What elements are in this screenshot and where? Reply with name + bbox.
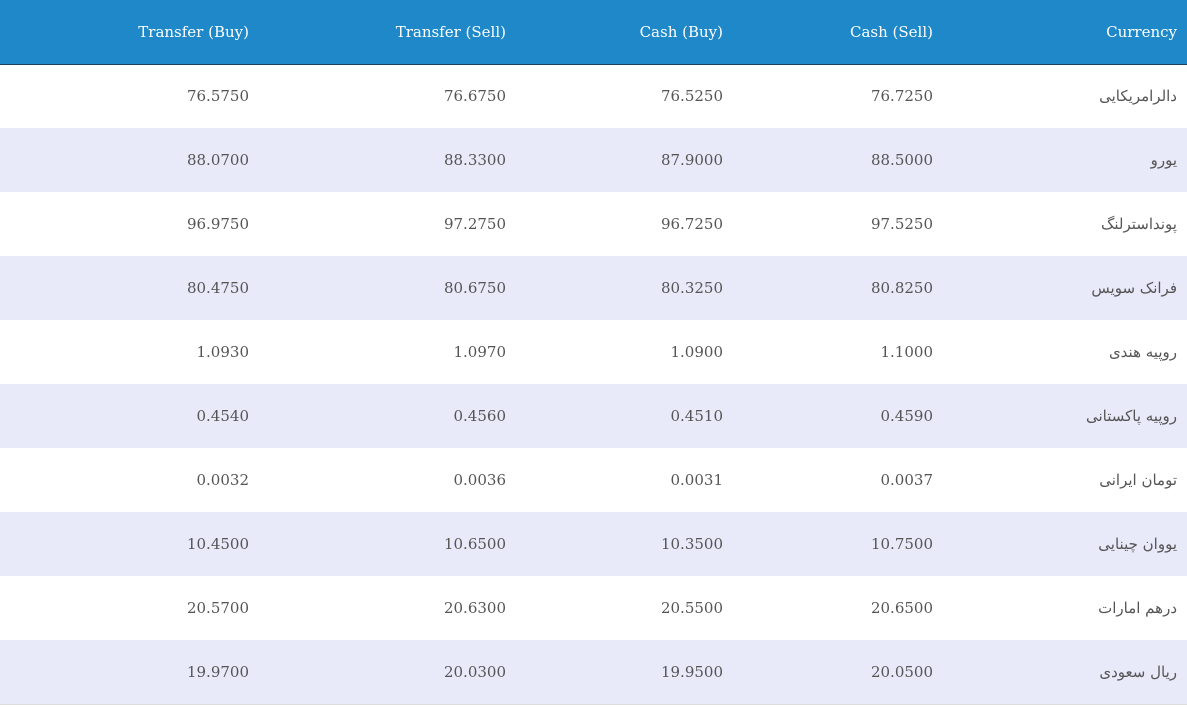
table-row: 19.9700 20.0300 19.9500 20.0500 ریال سعو…	[0, 640, 1187, 704]
table-row: 80.4750 80.6750 80.3250 80.8250 فرانک سو…	[0, 256, 1187, 320]
cell-transfer-buy: 96.9750	[186, 215, 249, 233]
cell-cash-buy: 96.7250	[660, 215, 723, 233]
cell-cash-sell: 97.5250	[870, 215, 933, 233]
table-header: Transfer (Buy) Transfer (Sell) Cash (Buy…	[0, 0, 1187, 65]
cell-cash-sell: 76.7250	[870, 87, 933, 106]
cell-currency: روپیه پاکستانی	[1085, 407, 1177, 425]
cell-currency: تومان ایرانی	[1099, 471, 1177, 489]
header-cash-buy: Cash (Buy)	[506, 0, 723, 65]
header-transfer-sell: Transfer (Sell)	[249, 0, 506, 65]
cell-transfer-buy: 0.4540	[196, 407, 250, 425]
cell-cash-sell: 10.7500	[870, 535, 933, 553]
cell-cash-buy: 1.0900	[670, 343, 724, 361]
cell-currency: یووان چینایی	[1098, 535, 1177, 553]
cell-cash-sell: 1.1000	[880, 343, 934, 361]
cell-cash-sell: 80.8250	[870, 279, 933, 297]
table-row: 88.0700 88.3300 87.9000 88.5000 یورو	[0, 128, 1187, 192]
cell-transfer-buy: 0.0032	[196, 471, 250, 489]
table-row: 20.5700 20.6300 20.5500 20.6500 درهم اما…	[0, 576, 1187, 640]
cell-cash-buy: 0.0031	[670, 471, 724, 489]
cell-transfer-buy: 1.0930	[196, 343, 250, 361]
cell-cash-sell: 88.5000	[870, 151, 933, 169]
cell-currency: فرانک سویس	[1091, 279, 1177, 297]
cell-transfer-sell: 20.0300	[443, 663, 506, 681]
cell-transfer-buy: 19.9700	[186, 663, 249, 681]
cell-currency: درهم امارات	[1098, 599, 1177, 617]
cell-currency: روپیه هندی	[1108, 343, 1177, 361]
cell-transfer-sell: 0.4560	[453, 407, 507, 425]
header-transfer-buy: Transfer (Buy)	[0, 0, 249, 65]
cell-cash-buy: 87.9000	[660, 151, 723, 169]
table-row: 96.9750 97.2750 96.7250 97.5250 پونداستر…	[0, 192, 1187, 256]
cell-cash-buy: 76.5250	[660, 87, 723, 106]
cell-transfer-sell: 97.2750	[443, 215, 506, 233]
table-row: 10.4500 10.6500 10.3500 10.7500 یووان چی…	[0, 512, 1187, 576]
table-bottom-divider	[0, 704, 1187, 705]
table-row: 0.4540 0.4560 0.4510 0.4590 روپیه پاکستا…	[0, 384, 1187, 448]
cell-currency: ریال سعودی	[1099, 663, 1177, 681]
cell-transfer-sell: 76.6750	[443, 87, 506, 106]
cell-transfer-buy: 10.4500	[186, 535, 249, 553]
cell-cash-buy: 10.3500	[660, 535, 723, 553]
cell-cash-sell: 20.6500	[870, 599, 933, 617]
cell-transfer-buy: 80.4750	[186, 279, 249, 297]
cell-transfer-sell: 0.0036	[453, 471, 507, 489]
cell-cash-buy: 19.9500	[660, 663, 723, 681]
table-row: 0.0032 0.0036 0.0031 0.0037 تومان ایرانی	[0, 448, 1187, 512]
cell-cash-buy: 80.3250	[660, 279, 723, 297]
cell-transfer-buy: 88.0700	[186, 151, 249, 169]
table-row: 1.0930 1.0970 1.0900 1.1000 روپیه هندی	[0, 320, 1187, 384]
table-row: 76.5750 76.6750 76.5250 76.7250 دالرامری…	[0, 64, 1187, 128]
cell-transfer-sell: 10.6500	[443, 535, 506, 553]
table-body: 76.5750 76.6750 76.5250 76.7250 دالرامری…	[0, 64, 1187, 704]
header-cash-sell: Cash (Sell)	[723, 0, 933, 65]
header-currency: Currency	[933, 0, 1187, 65]
cell-cash-sell: 0.0037	[880, 471, 934, 489]
cell-currency: دالرامریکایی	[1099, 87, 1177, 106]
cell-transfer-sell: 20.6300	[443, 599, 506, 617]
cell-cash-buy: 20.5500	[660, 599, 723, 617]
cell-cash-sell: 0.4590	[880, 407, 934, 425]
cell-currency: پونداسترلنگ	[1100, 215, 1177, 233]
cell-cash-buy: 0.4510	[670, 407, 724, 425]
cell-transfer-sell: 80.6750	[443, 279, 506, 297]
cell-currency: یورو	[1150, 151, 1177, 169]
cell-transfer-sell: 88.3300	[443, 151, 506, 169]
cell-transfer-sell: 1.0970	[453, 343, 507, 361]
cell-transfer-buy: 20.5700	[186, 599, 249, 617]
cell-cash-sell: 20.0500	[870, 663, 933, 681]
header-row: Transfer (Buy) Transfer (Sell) Cash (Buy…	[0, 0, 1187, 65]
cell-transfer-buy: 76.5750	[186, 87, 249, 106]
